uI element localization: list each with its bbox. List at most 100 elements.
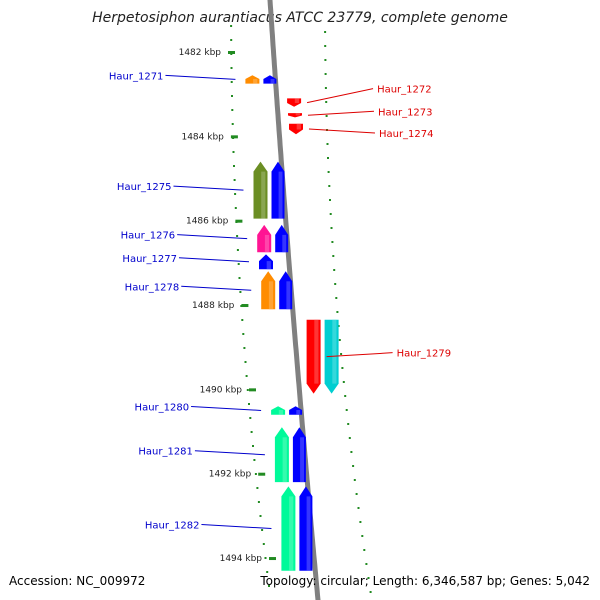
minor-tick	[245, 375, 248, 377]
gene-highlight	[278, 410, 283, 415]
minor-tick	[231, 109, 234, 111]
minor-tick	[344, 395, 347, 397]
major-tick	[269, 557, 276, 561]
label-leader-line	[308, 128, 375, 134]
gene-haur_1281[interactable]	[274, 427, 306, 483]
minor-tick	[261, 529, 264, 531]
label-leader-line	[306, 88, 374, 104]
gene-label[interactable]: Haur_1280	[135, 402, 190, 413]
minor-tick	[367, 577, 370, 579]
gene-haur_1275[interactable]	[253, 161, 285, 219]
gene-highlight	[296, 410, 301, 415]
minor-tick	[325, 115, 328, 117]
minor-tick	[325, 101, 328, 103]
minor-tick	[353, 479, 356, 481]
minor-tick	[236, 235, 239, 237]
minor-tick	[361, 535, 364, 537]
gene-label[interactable]: Haur_1273	[378, 107, 433, 118]
minor-tick	[268, 585, 270, 587]
minor-tick	[256, 487, 259, 489]
gene-label[interactable]: Haur_1282	[145, 521, 200, 532]
minor-tick	[249, 417, 252, 419]
minor-tick	[324, 59, 327, 61]
gene-label[interactable]: Haur_1272	[377, 85, 432, 96]
minor-tick	[327, 157, 329, 159]
gene-haur_1278[interactable]	[261, 271, 293, 310]
minor-tick	[240, 305, 243, 307]
minor-tick	[335, 297, 338, 299]
minor-tick	[236, 249, 239, 251]
label-leader-line	[194, 450, 265, 456]
gene-highlight	[264, 234, 270, 253]
label-leader-line	[181, 285, 252, 291]
minor-tick	[352, 465, 355, 467]
major-tick	[230, 135, 238, 139]
gene-highlight	[289, 496, 294, 571]
minor-tick	[244, 361, 247, 363]
minor-tick	[340, 353, 343, 355]
gene-label[interactable]: Haur_1277	[122, 254, 177, 265]
gene-label[interactable]: Haur_1281	[138, 447, 193, 458]
minor-tick	[254, 473, 257, 475]
gene-haur_1280[interactable]	[271, 406, 303, 415]
minor-tick	[259, 515, 262, 517]
gene-haur_1279[interactable]	[306, 319, 339, 394]
minor-tick	[329, 213, 332, 215]
gene-haur_1272[interactable]	[287, 98, 302, 107]
gene-haur_1282[interactable]	[281, 486, 313, 571]
gene-highlight	[300, 437, 304, 483]
minor-tick	[324, 31, 327, 33]
minor-tick	[333, 269, 336, 271]
minor-tick	[238, 277, 241, 279]
gene-highlight	[282, 234, 287, 253]
gene-label[interactable]: Haur_1278	[125, 282, 180, 293]
minor-tick	[257, 501, 260, 503]
minor-tick	[233, 165, 235, 167]
minor-tick	[345, 409, 348, 411]
gene-label[interactable]: Haur_1271	[109, 71, 164, 82]
gene-haur_1274[interactable]	[289, 123, 303, 135]
major-tick	[241, 304, 249, 308]
minor-tick	[359, 521, 362, 523]
minor-tick	[231, 123, 234, 125]
minor-tick	[241, 319, 244, 321]
minor-tick	[355, 493, 358, 495]
minor-tick	[369, 591, 372, 593]
minor-tick	[324, 45, 327, 47]
minor-tick	[237, 263, 240, 265]
minor-tick	[230, 25, 233, 27]
gene-haur_1276[interactable]	[257, 224, 289, 253]
minor-tick	[336, 311, 339, 313]
minor-tick	[326, 143, 329, 145]
gene-haur_1273[interactable]	[288, 113, 302, 118]
minor-tick	[342, 381, 345, 383]
major-tick	[258, 472, 266, 476]
genome-summary: Topology: circular; Length: 6,346,587 bp…	[260, 574, 590, 588]
gene-label[interactable]: Haur_1274	[379, 129, 434, 140]
gene-label[interactable]: Haur_1279	[397, 349, 452, 360]
minor-tick	[248, 403, 250, 405]
minor-tick	[338, 339, 341, 341]
cds-arrow	[271, 161, 285, 219]
gene-haur_1277[interactable]	[259, 254, 273, 270]
minor-tick	[232, 151, 235, 153]
minor-tick	[253, 459, 256, 461]
minor-tick	[230, 39, 233, 41]
minor-tick	[264, 557, 267, 559]
gene-label[interactable]: Haur_1276	[121, 231, 176, 242]
gene-haur_1271[interactable]	[245, 75, 277, 84]
label-leader-line	[165, 74, 236, 80]
gene-highlight	[332, 319, 337, 384]
gene-highlight	[296, 123, 301, 130]
minor-tick	[239, 291, 242, 293]
minor-tick	[246, 389, 249, 391]
minor-tick	[231, 95, 233, 97]
minor-tick	[266, 571, 269, 573]
minor-tick	[242, 333, 245, 335]
minor-tick	[341, 367, 344, 369]
gene-highlight	[253, 79, 258, 84]
gene-highlight	[295, 113, 300, 116]
minor-tick	[324, 73, 327, 75]
gene-highlight	[266, 261, 271, 270]
gene-label[interactable]: Haur_1275	[117, 182, 172, 193]
